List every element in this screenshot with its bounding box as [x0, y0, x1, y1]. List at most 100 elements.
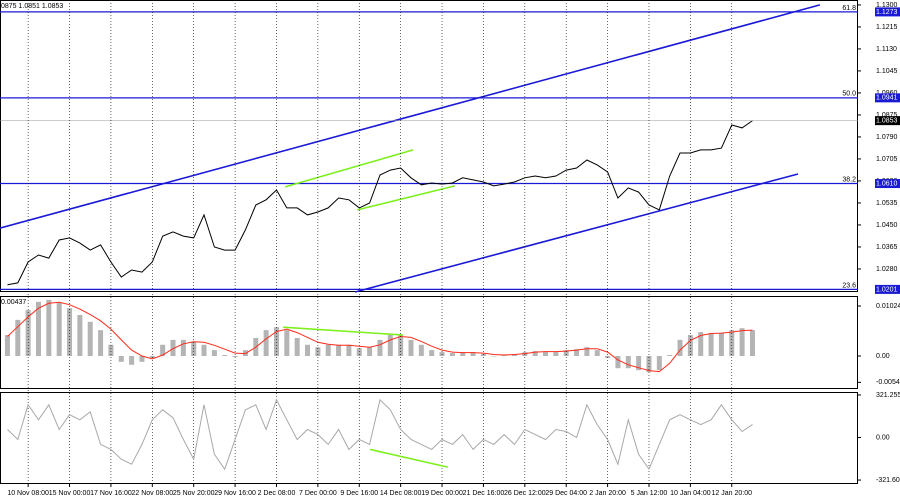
x-tick-label: 17 Nov 16:00 [90, 490, 132, 497]
panel-header: 0.00437 [1, 299, 26, 306]
histogram-bar [118, 355, 124, 362]
histogram-bar [87, 321, 93, 356]
x-tick-label: 2 Dec 08:00 [258, 490, 296, 497]
histogram-bar [305, 344, 311, 356]
data-line [7, 398, 753, 471]
histogram-bar [46, 299, 52, 356]
panel-frame [0, 296, 858, 389]
x-tick-label: 10 Jan 04:00 [670, 490, 711, 497]
histogram-bar [284, 330, 290, 356]
histogram-bar [605, 355, 611, 358]
last-price-label: 1.0853 [876, 117, 898, 124]
x-tick-label: 5 Jan 12:00 [631, 490, 668, 497]
trendline [357, 185, 456, 211]
histogram-bar [387, 335, 393, 356]
y-tick-label: 321.2557 [876, 392, 900, 399]
histogram-bar [656, 355, 662, 371]
histogram-bar [180, 339, 186, 356]
level-label: 38.2 [842, 176, 856, 183]
histogram-bar [263, 330, 269, 356]
x-tick-label: 29 Dec 04:00 [545, 490, 587, 497]
x-tick-label: 25 Nov 20:00 [173, 490, 215, 497]
x-tick-label: 22 Nov 08:00 [131, 490, 173, 497]
y-tick-label: 1.1215 [876, 24, 898, 31]
x-tick-label: 26 Dec 12:00 [504, 490, 546, 497]
level-price-label: 1.1273 [876, 9, 898, 16]
level-price-box [875, 7, 900, 17]
y-tick-label: 1.0875 [876, 112, 898, 119]
histogram-bar [408, 339, 414, 356]
last-price-box [875, 116, 900, 126]
y-tick-label: 1.0790 [876, 134, 898, 141]
trendline [0, 4, 821, 229]
level-label: 50.0 [842, 91, 856, 98]
y-tick-label: 1.0960 [876, 90, 898, 97]
y-tick-label: 1.1300 [876, 2, 898, 9]
trendline [369, 448, 448, 468]
histogram-bar [67, 308, 73, 356]
histogram-bar [129, 355, 135, 365]
level-price-box [875, 179, 900, 189]
histogram-bar [139, 355, 145, 362]
histogram-bar [594, 350, 600, 356]
histogram-bar [77, 314, 83, 356]
y-tick-label: 0.01024 [876, 303, 900, 310]
histogram-bar [708, 333, 714, 356]
x-tick-label: 7 Dec 00:00 [299, 490, 337, 497]
histogram-bar [418, 344, 424, 356]
histogram-bar [98, 330, 104, 356]
x-tick-label: 19 Dec 00:00 [421, 490, 463, 497]
y-tick-label: 0.00 [876, 353, 890, 360]
histogram-bar [15, 319, 21, 356]
level-label: 23.6 [842, 282, 856, 289]
y-tick-label: -0.0054 [876, 379, 900, 386]
y-tick-label: 0.00 [876, 434, 890, 441]
histogram-bar [584, 347, 590, 356]
panel-frame [0, 0, 858, 292]
x-tick-label: 15 Nov 00:00 [49, 490, 91, 497]
histogram-bar [201, 344, 207, 356]
histogram-bar [460, 352, 466, 356]
y-tick-label: 1.0365 [876, 244, 898, 251]
trendline [354, 173, 799, 293]
signal-line [7, 301, 753, 373]
histogram-bar [325, 344, 331, 356]
histogram-bar [4, 335, 10, 356]
histogram-bar [625, 355, 631, 369]
histogram-bar [646, 355, 652, 373]
x-tick-label: 9 Dec 16:00 [340, 490, 378, 497]
histogram-bar [160, 344, 166, 356]
x-tick-label: 21 Dec 16:00 [463, 490, 505, 497]
histogram-bar [470, 352, 476, 356]
histogram-bar [532, 351, 538, 356]
histogram-bar [273, 327, 279, 356]
histogram-bar [677, 339, 683, 356]
histogram-bar [667, 355, 673, 356]
histogram-bar [346, 344, 352, 356]
histogram-bar [563, 350, 569, 356]
x-tick-label: 12 Jan 20:00 [712, 490, 753, 497]
histogram-bar [480, 354, 486, 356]
histogram-bar [698, 332, 704, 356]
histogram-bar [294, 337, 300, 356]
histogram-bar [749, 330, 755, 356]
trendline [283, 326, 404, 336]
x-tick-label: 14 Dec 08:00 [380, 490, 422, 497]
histogram-bar [149, 355, 155, 358]
level-label: 61.8 [842, 5, 856, 12]
histogram-bar [356, 348, 362, 356]
histogram-bar [543, 352, 549, 356]
histogram-bar [222, 355, 228, 356]
level-price-label: 1.0610 [876, 180, 898, 187]
level-price-label: 1.0941 [876, 95, 898, 102]
level-price-label: 1.0201 [876, 286, 898, 293]
data-line [7, 120, 753, 286]
histogram-bar [636, 355, 642, 371]
histogram-bar [211, 350, 217, 356]
histogram-bar [574, 349, 580, 356]
histogram-bar [491, 355, 497, 357]
y-tick-label: 1.0705 [876, 156, 898, 163]
histogram-bar [56, 302, 62, 356]
histogram-bar [336, 344, 342, 356]
